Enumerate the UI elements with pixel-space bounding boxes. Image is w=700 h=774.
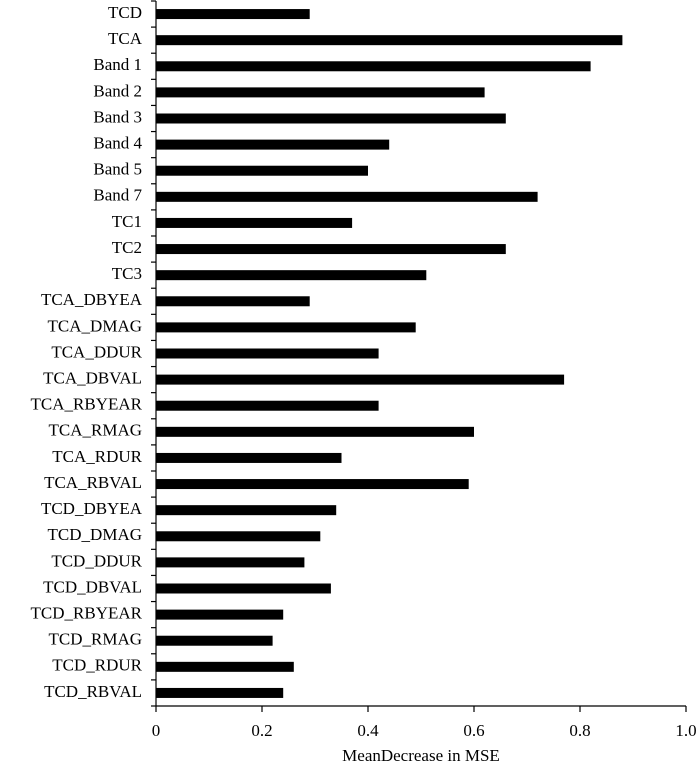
bar <box>156 61 591 72</box>
x-tick-label: 0.4 <box>357 721 379 740</box>
y-tick-label: Band 7 <box>93 186 142 205</box>
bar <box>156 113 506 124</box>
bar <box>156 270 427 281</box>
y-tick-label: TC3 <box>112 264 142 283</box>
y-tick-label: TCA_DMAG <box>48 316 142 335</box>
bar <box>156 296 310 307</box>
y-tick-label: TCA_DDUR <box>51 342 142 361</box>
bar <box>156 217 353 228</box>
y-tick-label: Band 1 <box>93 55 142 74</box>
bar <box>156 35 623 46</box>
y-tick-label: TCD_DMAG <box>48 525 142 544</box>
y-tick-label: TCA_RBVAL <box>44 473 142 492</box>
y-tick-label: TCA_DBYEA <box>41 290 143 309</box>
x-tick-label: 0 <box>152 721 161 740</box>
y-tick-label: TCD_RBYEAR <box>31 604 143 623</box>
x-tick-label: 0.6 <box>463 721 484 740</box>
y-tick-label: TCD_DBYEA <box>41 499 143 518</box>
bar <box>156 583 331 594</box>
y-tick-label: TC1 <box>112 212 142 231</box>
bar <box>156 348 379 359</box>
bar <box>156 191 538 202</box>
y-tick-label: TCD_RDUR <box>52 656 142 675</box>
y-tick-label: Band 2 <box>93 81 142 100</box>
bar <box>156 452 342 463</box>
y-tick-label: TCD_RBVAL <box>44 682 142 701</box>
x-tick-label: 0.2 <box>251 721 272 740</box>
bar <box>156 244 506 255</box>
bar <box>156 165 368 176</box>
y-tick-label: Band 3 <box>93 107 142 126</box>
bar <box>156 139 390 150</box>
x-tick-label: 1.0 <box>675 721 696 740</box>
y-tick-label: TC2 <box>112 238 142 257</box>
y-tick-label: TCA_DBVAL <box>43 369 142 388</box>
bar <box>156 661 294 672</box>
bar <box>156 557 305 568</box>
y-tick-label: Band 5 <box>93 160 142 179</box>
y-tick-label: TCD_DBVAL <box>43 577 142 596</box>
bar <box>156 87 485 98</box>
y-tick-label: TCA_RMAG <box>48 421 142 440</box>
y-tick-label: TCA_RBYEAR <box>31 395 143 414</box>
bar <box>156 531 321 542</box>
bar <box>156 505 337 516</box>
y-tick-label: TCA_RDUR <box>52 447 142 466</box>
y-tick-label: TCD <box>108 3 142 22</box>
bar <box>156 374 565 385</box>
bar <box>156 9 310 20</box>
y-tick-label: TCD_DDUR <box>51 551 142 570</box>
bar <box>156 635 273 646</box>
bar <box>156 400 379 411</box>
bar <box>156 479 469 490</box>
y-tick-label: Band 4 <box>93 134 142 153</box>
bar <box>156 609 284 620</box>
bar <box>156 322 416 333</box>
x-axis-title: MeanDecrease in MSE <box>342 746 500 765</box>
bar <box>156 426 474 437</box>
y-tick-label: TCA <box>108 29 143 48</box>
y-tick-label: TCD_RMAG <box>48 630 142 649</box>
x-tick-label: 0.8 <box>569 721 590 740</box>
bar <box>156 687 284 698</box>
